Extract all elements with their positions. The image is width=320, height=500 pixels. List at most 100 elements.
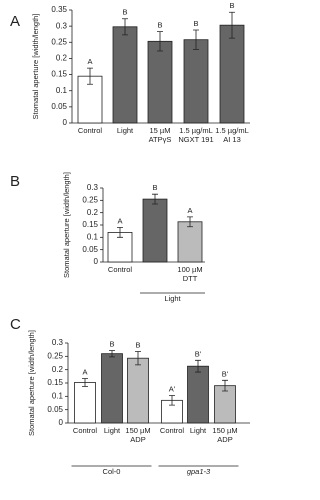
x-tick-label: Control xyxy=(159,427,185,435)
bar xyxy=(142,198,168,263)
y-tick-label: 0 xyxy=(63,118,68,127)
error-bar xyxy=(122,18,128,36)
x-tick-label: 1.5 µg/mL AI 13 xyxy=(215,127,249,144)
error-bar xyxy=(152,193,158,205)
significance-letter: B xyxy=(157,21,162,30)
error-bar xyxy=(82,378,88,387)
bar xyxy=(183,39,209,124)
y-tick-label: 0.15 xyxy=(82,220,98,229)
y-axis-label: Stomatal aperture [width/length] xyxy=(31,14,40,120)
x-tick-label-box: Light xyxy=(103,427,121,435)
y-tick-label: 0.25 xyxy=(47,351,63,360)
y-tick-label: 0.15 xyxy=(47,378,63,387)
error-bar xyxy=(117,227,123,238)
y-tick-label: 0.1 xyxy=(52,391,64,400)
group-label: Col-0 xyxy=(102,468,121,476)
group-label-box: Light xyxy=(164,295,181,303)
significance-letter: B' xyxy=(222,369,229,378)
x-tick-label-box: 150 µM ADP xyxy=(212,427,238,444)
significance-letter: A xyxy=(82,367,87,376)
y-tick-label: 0.3 xyxy=(87,183,99,192)
x-tick-label-box: 100 µM DTT xyxy=(177,266,203,283)
error-bar xyxy=(222,379,228,392)
group-label: gpa1-3 xyxy=(186,468,211,476)
error-bar xyxy=(169,395,175,406)
x-tick-label-box: Control xyxy=(72,427,98,435)
y-tick-label: 0.2 xyxy=(52,365,64,374)
significance-letter: B xyxy=(193,19,198,28)
y-tick-label: 0.3 xyxy=(52,338,64,347)
bar xyxy=(177,221,203,263)
y-tick-label: 0.3 xyxy=(56,21,68,30)
error-bar xyxy=(229,11,235,39)
y-tick-label: 0.25 xyxy=(51,37,67,46)
y-tick-label: 0.2 xyxy=(56,54,68,63)
y-tick-label: 0.05 xyxy=(82,245,98,254)
y-tick-label: 0.1 xyxy=(87,232,99,241)
significance-letter: B xyxy=(122,8,127,17)
significance-letter: A xyxy=(187,206,192,215)
y-tick-label: 0.2 xyxy=(87,208,99,217)
y-axis-label: Stomatal aperture [width/length] xyxy=(27,330,36,436)
group-label-box: gpa1-3 xyxy=(186,468,211,476)
error-bar xyxy=(109,350,115,358)
error-bar xyxy=(195,359,201,373)
bar xyxy=(101,353,123,424)
bar xyxy=(147,40,173,124)
y-tick-label: 0 xyxy=(94,257,99,266)
y-tick-label: 0.25 xyxy=(82,195,98,204)
panel-label: C xyxy=(10,316,21,333)
x-tick-label: 1.5 µg/mL NGXT 191 xyxy=(178,127,214,144)
bar xyxy=(219,24,245,124)
significance-letter: A' xyxy=(169,385,176,394)
y-tick-label: 0.15 xyxy=(51,70,67,79)
y-tick-label: 0 xyxy=(59,418,64,427)
y-tick-label: 0.05 xyxy=(47,405,63,414)
significance-letter: A xyxy=(117,216,122,225)
x-tick-label-box: Light xyxy=(116,127,134,135)
x-tick-label: Control xyxy=(72,427,98,435)
bar xyxy=(127,357,149,424)
panel-label: B xyxy=(10,173,20,190)
x-tick-label: Control xyxy=(77,127,103,135)
figure: A Stomatal aperture [width/length] 0 0.05 0.… xyxy=(10,1,250,476)
error-bar xyxy=(135,351,141,366)
error-bar xyxy=(157,31,163,52)
x-tick-label: Control xyxy=(107,266,133,274)
bar xyxy=(112,26,138,124)
x-tick-label: 150 µM ADP xyxy=(212,427,238,444)
y-tick-label: 0.35 xyxy=(51,5,67,14)
y-tick-label: 0.1 xyxy=(56,86,68,95)
x-tick-label-box: 1.5 µg/mL AI 13 xyxy=(215,127,249,144)
group-label: Light xyxy=(164,295,181,303)
x-tick-label-box: 1.5 µg/mL NGXT 191 xyxy=(178,127,214,144)
error-bar xyxy=(187,216,193,228)
significance-letter: A xyxy=(87,57,92,66)
bar xyxy=(187,365,209,424)
x-tick-label: Light xyxy=(189,427,207,435)
bar xyxy=(74,382,96,424)
x-tick-label: Light xyxy=(103,427,121,435)
significance-letter: B xyxy=(152,183,157,192)
significance-letter: B xyxy=(135,341,140,350)
y-tick-label: 0.05 xyxy=(51,102,67,111)
significance-letter: B xyxy=(109,339,114,348)
x-tick-label-box: 15 µM ATPγS xyxy=(148,127,172,144)
y-axis-label: Stomatal aperture [width/length] xyxy=(62,172,71,278)
x-tick-label-box: Control xyxy=(77,127,103,135)
group-label-box: Col-0 xyxy=(102,468,121,476)
error-bar xyxy=(87,67,93,85)
significance-letter: B xyxy=(229,1,234,10)
x-tick-label-box: Control xyxy=(159,427,185,435)
x-tick-label-box: Light xyxy=(189,427,207,435)
panel-label: A xyxy=(10,13,20,30)
x-tick-label: 100 µM DTT xyxy=(177,266,203,283)
x-tick-label-box: 150 µM ADP xyxy=(125,427,151,444)
x-tick-label-box: Control xyxy=(107,266,133,274)
x-tick-label: Light xyxy=(116,127,134,135)
significance-letter: B' xyxy=(195,349,202,358)
error-bar xyxy=(193,29,199,50)
x-tick-label: 15 µM ATPγS xyxy=(148,127,172,144)
x-tick-label: 150 µM ADP xyxy=(125,427,151,444)
